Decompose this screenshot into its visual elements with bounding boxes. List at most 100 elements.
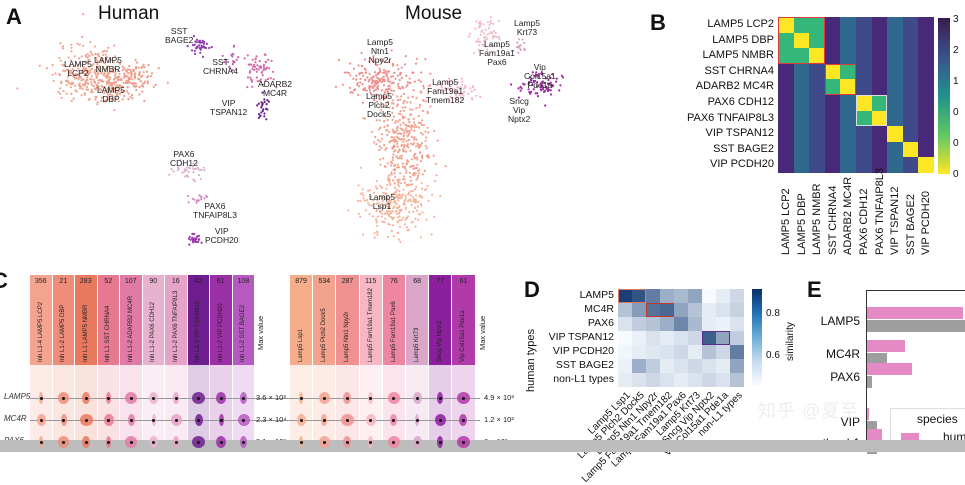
- umap-point: [142, 63, 145, 66]
- umap-point: [390, 139, 393, 142]
- umap-point: [404, 150, 408, 153]
- umap-point: [72, 97, 75, 100]
- umap-point: [405, 74, 408, 77]
- umap-point: [138, 93, 141, 96]
- umap-point: [387, 60, 390, 64]
- umap-point: [364, 71, 367, 74]
- umap-point: [349, 74, 352, 77]
- umap-point: [395, 155, 398, 158]
- umap-point: [403, 100, 406, 103]
- umap-point: [90, 81, 93, 84]
- umap-point: [361, 101, 364, 104]
- violin-median-dot: [107, 419, 110, 422]
- umap-point: [393, 169, 396, 172]
- umap-point: [195, 38, 199, 41]
- umap-point: [352, 67, 356, 70]
- umap-point: [82, 13, 85, 16]
- umap-point: [70, 50, 73, 53]
- umap-point: [90, 52, 93, 55]
- umap-point: [416, 158, 419, 161]
- umap-point: [420, 123, 423, 127]
- umap-point: [194, 52, 197, 56]
- umap-point: [392, 115, 395, 118]
- umap-point: [395, 119, 398, 122]
- violin-median-dot: [461, 397, 465, 400]
- umap-point: [382, 97, 385, 100]
- umap-point: [118, 72, 121, 75]
- umap-point: [69, 82, 72, 86]
- umap-point: [117, 100, 120, 103]
- umap-point: [58, 72, 61, 76]
- umap-point: [376, 87, 379, 91]
- umap-point: [382, 75, 385, 78]
- umap-point: [199, 51, 202, 54]
- umap-point: [188, 243, 191, 246]
- umap-point: [125, 75, 128, 78]
- umap-point: [424, 139, 427, 142]
- umap-point: [405, 140, 408, 143]
- umap-point: [410, 135, 413, 139]
- umap-point: [223, 61, 226, 64]
- umap-point: [135, 89, 138, 92]
- umap-point: [415, 97, 418, 100]
- umap-point: [349, 91, 352, 94]
- umap-point: [388, 87, 391, 90]
- violin-median-dot: [107, 397, 110, 400]
- umap-point: [88, 54, 91, 58]
- umap-point: [412, 117, 415, 121]
- umap-point: [131, 78, 134, 81]
- umap-point: [95, 84, 99, 87]
- umap-point: [61, 45, 64, 48]
- umap-point: [390, 82, 393, 85]
- umap-point: [392, 75, 395, 78]
- umap-point: [262, 108, 265, 111]
- umap-point: [152, 85, 155, 88]
- umap-point: [121, 98, 124, 101]
- umap-point: [113, 109, 116, 112]
- umap-point: [115, 94, 118, 97]
- umap-point: [110, 87, 113, 90]
- umap-point: [147, 75, 150, 78]
- umap-point: [265, 66, 269, 69]
- umap-point: [378, 148, 381, 152]
- umap-point: [103, 86, 106, 89]
- umap-point: [91, 64, 94, 67]
- umap-point: [81, 35, 84, 39]
- umap-point: [429, 72, 432, 75]
- umap-point: [200, 198, 203, 201]
- umap-point: [82, 83, 85, 86]
- umap-point: [80, 71, 83, 74]
- umap-point: [128, 65, 131, 68]
- umap-point: [385, 96, 388, 99]
- umap-point: [387, 78, 390, 81]
- umap-point: [79, 87, 82, 90]
- umap-point: [145, 70, 149, 73]
- umap-point: [419, 145, 422, 148]
- umap-point: [391, 93, 394, 96]
- umap-point: [415, 156, 418, 159]
- umap-point: [397, 68, 400, 71]
- umap-point: [108, 78, 111, 81]
- umap-point: [104, 53, 107, 56]
- umap-point: [384, 115, 387, 118]
- umap-point: [432, 154, 435, 157]
- umap-point: [231, 69, 234, 72]
- umap-point: [390, 89, 393, 92]
- umap-point: [247, 63, 250, 66]
- umap-point: [187, 171, 190, 174]
- umap-point: [412, 167, 415, 170]
- umap-point: [123, 76, 126, 79]
- umap-point: [381, 77, 384, 80]
- umap-point: [100, 88, 103, 91]
- umap-point: [107, 46, 110, 49]
- umap-point: [416, 163, 419, 166]
- umap-point: [343, 71, 346, 74]
- umap-point: [405, 162, 408, 165]
- umap-point: [135, 85, 138, 88]
- umap-point: [359, 71, 362, 74]
- umap-point: [386, 124, 389, 127]
- umap-point: [138, 86, 141, 89]
- umap-point: [398, 118, 401, 122]
- umap-point: [260, 111, 263, 114]
- umap-point: [413, 129, 416, 132]
